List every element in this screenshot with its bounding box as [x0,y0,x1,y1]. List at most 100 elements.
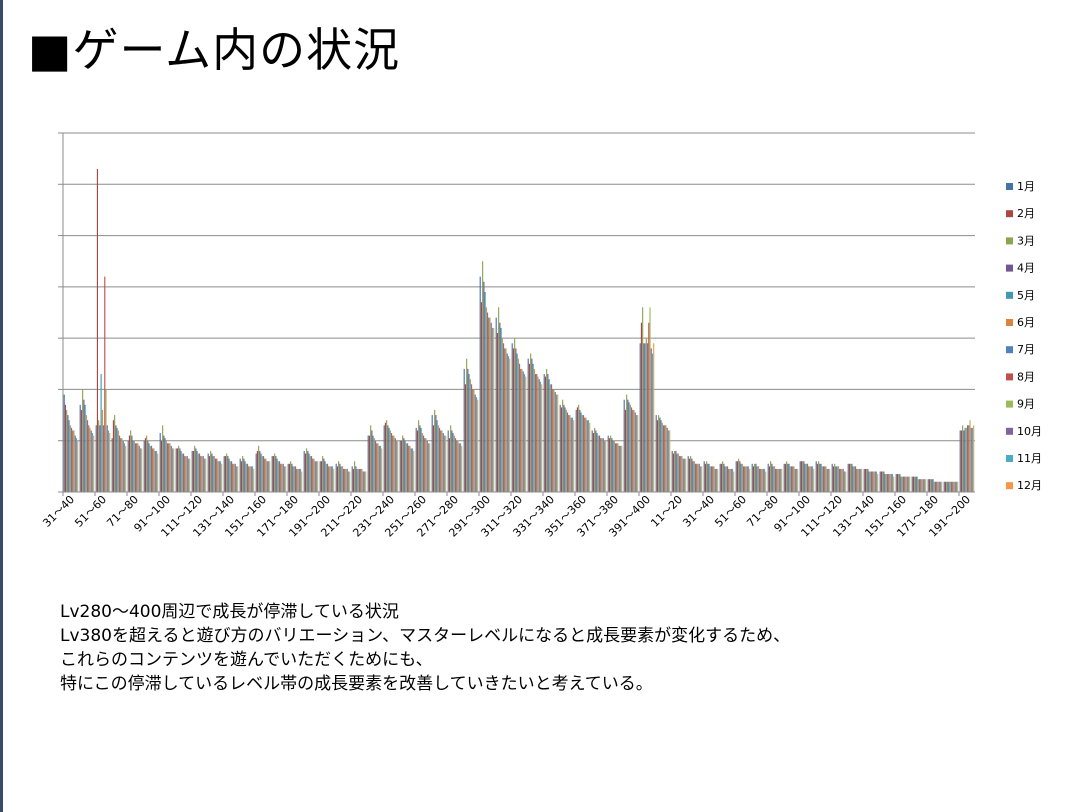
bar-3-7月 [103,425,105,492]
bar-8-12月 [189,458,191,492]
bar-55-8月 [936,481,938,492]
bar-28-9月 [505,348,507,492]
bar-5-9月 [137,443,139,492]
bar-12-6月 [245,463,247,492]
bar-6-6月 [149,445,151,492]
bar-4-12月 [125,445,127,492]
bar-36-7月 [631,407,633,492]
page-title: ■ゲーム内の状況 [28,23,401,77]
bar-11-7月 [231,461,233,492]
bar-15-6月 [293,466,295,492]
bar-41-10月 [714,468,716,492]
bar-15-10月 [298,468,300,492]
bar-7-10月 [170,445,172,492]
bar-26-6月 [469,379,471,492]
bar-57-11月 [971,427,974,492]
bar-54-3月 [914,476,916,492]
bar-45-3月 [770,461,772,492]
bar-7-6月 [165,440,167,492]
bar-39-9月 [681,456,683,492]
bar-40-1月 [687,456,689,492]
bar-15-4月 [291,463,293,492]
bar-7-3月 [162,425,164,492]
bar-43-6月 [741,463,743,492]
bar-11-9月 [233,463,235,492]
legend-swatch [1006,373,1013,381]
bar-13-2月 [256,450,258,492]
bar-15-9月 [297,468,299,492]
bar-38-4月 [659,417,661,492]
bar-46-9月 [793,466,795,492]
bar-9-5月 [196,450,198,492]
bar-54-9月 [921,479,923,492]
bar-35-8月 [616,443,618,492]
bar-13-1月 [255,453,257,492]
legend-swatch [1006,400,1013,408]
bar-49-2月 [832,466,834,492]
bar-42-6月 [725,466,727,492]
bar-19-7月 [359,468,361,492]
bar-chart: 31〜4051〜6071〜8091〜100111〜120131〜140151〜1… [40,132,1042,540]
bar-17-4月 [323,458,325,492]
bar-20-4月 [371,430,373,492]
legend-label: 11月 [1017,452,1042,465]
bar-47-7月 [807,463,809,492]
bar-47-12月 [813,468,815,492]
bar-8-2月 [176,448,178,492]
bar-7-5月 [164,438,166,492]
bar-29-2月 [512,348,514,492]
bar-28-10月 [506,353,508,492]
bar-14-6月 [277,461,279,492]
bar-13-4月 [259,450,261,492]
bar-40-4月 [691,458,693,492]
bar-31-6月 [549,384,551,492]
bar-11-10月 [234,463,236,492]
bar-21-6月 [389,430,391,492]
bar-4-1月 [111,438,113,492]
bar-10-8月 [216,458,218,492]
bar-20-7月 [375,440,377,492]
bar-46-3月 [786,461,788,492]
bar-3-5月 [100,374,102,492]
bar-47-8月 [808,466,810,492]
bar-32-4月 [563,404,565,492]
bar-1-2月 [64,404,66,492]
bar-44-5月 [756,466,758,492]
bar-40-7月 [695,463,697,492]
bar-24-10月 [442,433,444,492]
bar-4-6月 [117,430,119,492]
bar-24-11月 [443,435,446,492]
bar-46-11月 [795,468,798,492]
bar-13-12月 [269,461,271,492]
bar-12-2月 [240,461,242,492]
bar-18-7月 [343,468,345,492]
bar-13-6月 [261,456,263,492]
bar-46-7月 [791,466,793,492]
bar-40-8月 [696,463,698,492]
bar-46-12月 [797,468,799,492]
bar-19-6月 [357,468,359,492]
bar-42-10月 [730,468,732,492]
bar-20-2月 [368,435,370,492]
bar-14-7月 [279,461,281,492]
bar-51-11月 [875,471,878,492]
bar-40-11月 [699,466,702,492]
bar-26-8月 [472,389,474,492]
bar-27-5月 [484,291,486,492]
bar-56-6月 [949,481,951,492]
note-line-2: Lv380を超えると遊び方のバリエーション、マスターレベルになると成長要素が変化… [60,626,791,646]
bar-54-1月 [911,476,913,492]
bar-26-5月 [468,374,470,492]
bar-52-2月 [880,471,882,492]
bar-52-3月 [882,471,884,492]
bar-38-8月 [664,425,666,492]
bar-31-11月 [555,394,558,492]
bar-38-10月 [666,427,668,492]
bar-9-3月 [194,445,196,492]
bar-21-7月 [391,433,393,492]
bar-5-5月 [132,440,134,492]
bar-13-3月 [258,445,260,492]
bar-30-11月 [539,381,542,492]
bar-19-10月 [362,471,364,492]
bar-18-8月 [344,468,346,492]
